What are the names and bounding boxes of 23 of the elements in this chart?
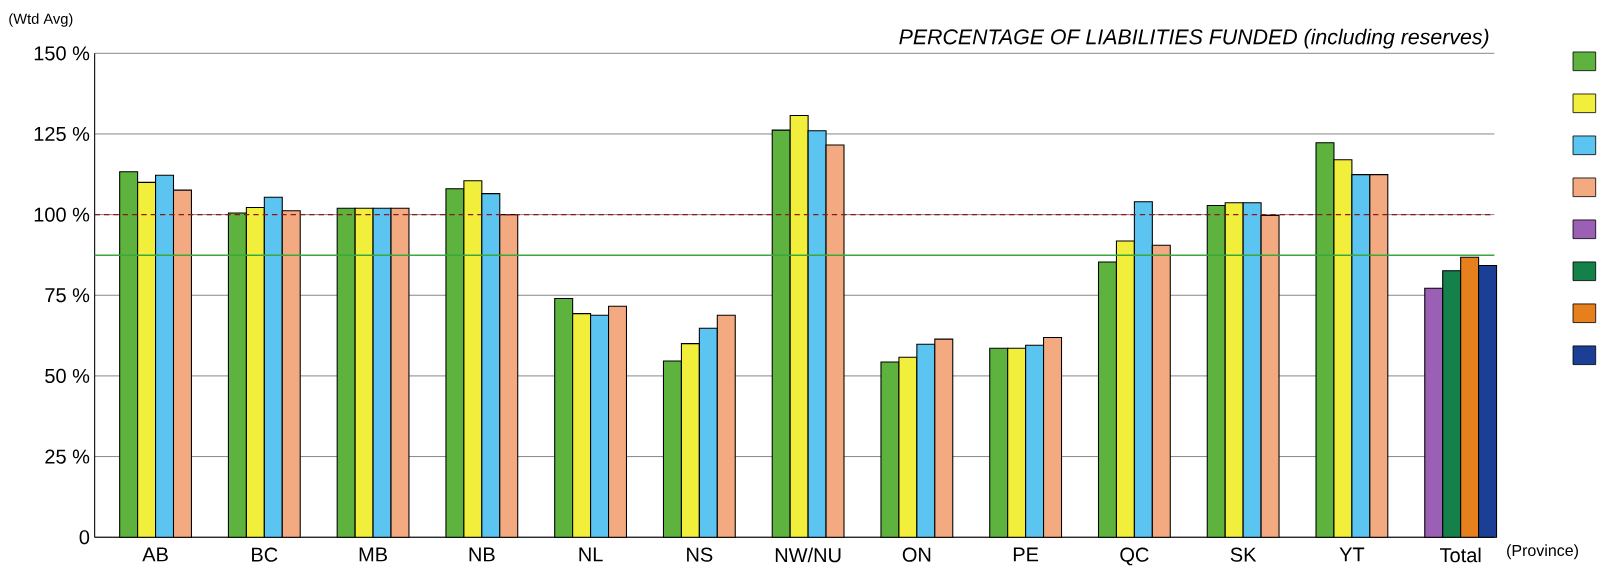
x-tick-label: QC (1120, 547, 1149, 566)
x-tick-label: YT (1339, 547, 1365, 562)
y-tick-label: 75 % (45, 288, 90, 303)
y-axis-title: (Wtd Avg) (9, 13, 73, 27)
x-tick-label: ON (902, 547, 931, 562)
chart-title: PERCENTAGE OF LIABILITIES FUNDED (including reserves) (899, 28, 1489, 49)
x-tick-label: Total (1439, 547, 1481, 563)
x-tick-label: MB (359, 547, 388, 562)
x-tick-label: NL (579, 547, 603, 562)
x-tick-label: SK (1230, 547, 1257, 562)
x-axis-title: (Province) (1507, 544, 1578, 560)
y-tick-label: 0 (79, 530, 90, 545)
x-tick-label: PE (1013, 547, 1039, 562)
y-tick-label: 150 % (34, 46, 90, 61)
y-tick-label: 125 % (34, 126, 90, 141)
y-tick-label: 50 % (45, 368, 90, 383)
y-tick-label: 100 % (34, 207, 90, 222)
x-tick-label: NS (687, 547, 713, 562)
x-tick-label: BC (252, 547, 278, 562)
x-tick-label: AB (142, 547, 168, 562)
x-tick-label: NW/NU (775, 547, 841, 563)
y-tick-label: 25 % (45, 449, 90, 464)
x-tick-label: NB (469, 547, 495, 562)
